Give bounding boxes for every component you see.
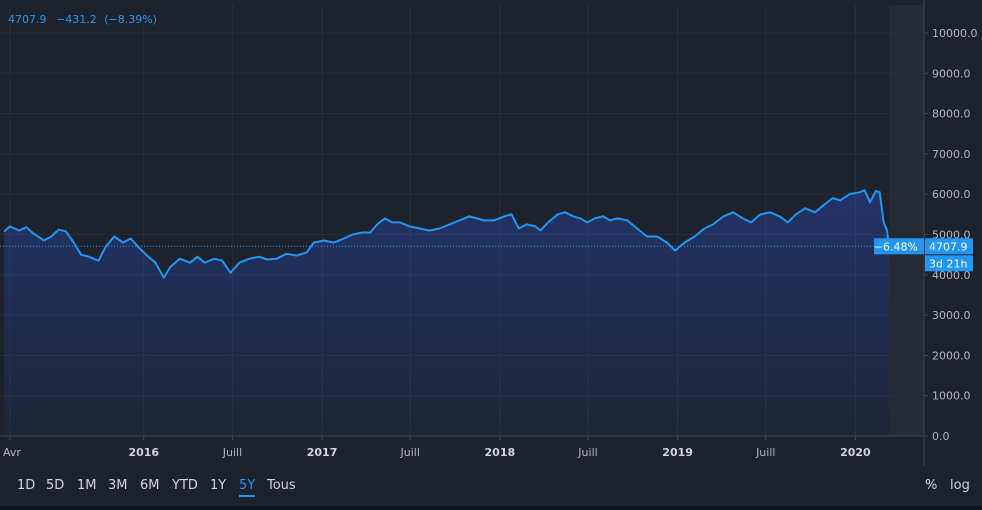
percent-scale-button[interactable]: %: [925, 478, 938, 493]
series-area-fill: [4, 190, 889, 436]
y-tick-label: 5000.0: [932, 229, 971, 242]
header-change: −431.2: [56, 13, 97, 26]
countdown-tag: [925, 255, 973, 272]
y-tick-label: 7000.0: [932, 148, 971, 161]
x-tick-label: Juill: [400, 446, 420, 459]
header-change-pct: (−8.39%): [104, 13, 157, 26]
countdown-label: 3d 21h: [929, 257, 967, 270]
x-tick-label: 2017: [307, 446, 338, 459]
x-tick-label: Avr: [3, 446, 21, 459]
y-tick-label: 4000.0: [932, 269, 971, 282]
y-tick-label: 2000.0: [932, 349, 971, 362]
range-button-1d[interactable]: 1D: [17, 478, 36, 493]
range-button-ytd[interactable]: YTD: [172, 478, 198, 493]
y-tick-label: 3000.0: [932, 309, 971, 322]
x-tick-label: 2019: [662, 446, 693, 459]
y-tick-label: 9000.0: [932, 67, 971, 80]
header-price: 4707.9: [8, 13, 47, 26]
range-button-5y[interactable]: 5Y: [239, 478, 256, 497]
y-tick-label: 6000.0: [932, 188, 971, 201]
y-tick-label: 0.0: [932, 430, 950, 443]
range-button-5d[interactable]: 5D: [46, 478, 65, 493]
x-tick-label: Juill: [222, 446, 242, 459]
x-tick-label: 2016: [128, 446, 159, 459]
x-tick-label: Juill: [577, 446, 597, 459]
last-price-tag: [925, 238, 973, 255]
header-legend: 4707.9 −431.2 (−8.39%): [8, 13, 157, 26]
range-button-6m[interactable]: 6M: [140, 478, 160, 493]
y-tick-label: 8000.0: [932, 108, 971, 121]
range-button-1y[interactable]: 1Y: [210, 478, 227, 493]
last-price-label: 4707.9: [929, 240, 968, 253]
x-tick-label: Juill: [755, 446, 775, 459]
change-tag: [874, 238, 924, 255]
range-button-tous[interactable]: Tous: [267, 478, 296, 493]
axis-labels: 0.0 1000.0 2000.0 3000.0 4000.0 5000.0 6000.0 7…: [3, 27, 978, 459]
y-tick-label: 1000.0: [932, 390, 971, 403]
future-area: [889, 5, 924, 436]
price-tags: −6.48% 4707.9 3d 21h: [874, 238, 973, 272]
range-toolbar: [0, 466, 982, 506]
log-scale-button[interactable]: log: [950, 478, 970, 493]
y-tick-label: 10000.0: [932, 27, 978, 40]
series-line[interactable]: [3, 189, 890, 279]
change-tag-label: −6.48%: [874, 240, 918, 253]
x-tick-label: 2020: [840, 446, 871, 459]
x-tick-label: 2018: [485, 446, 516, 459]
range-button-3m[interactable]: 3M: [108, 478, 128, 493]
range-button-1m[interactable]: 1M: [77, 478, 97, 493]
